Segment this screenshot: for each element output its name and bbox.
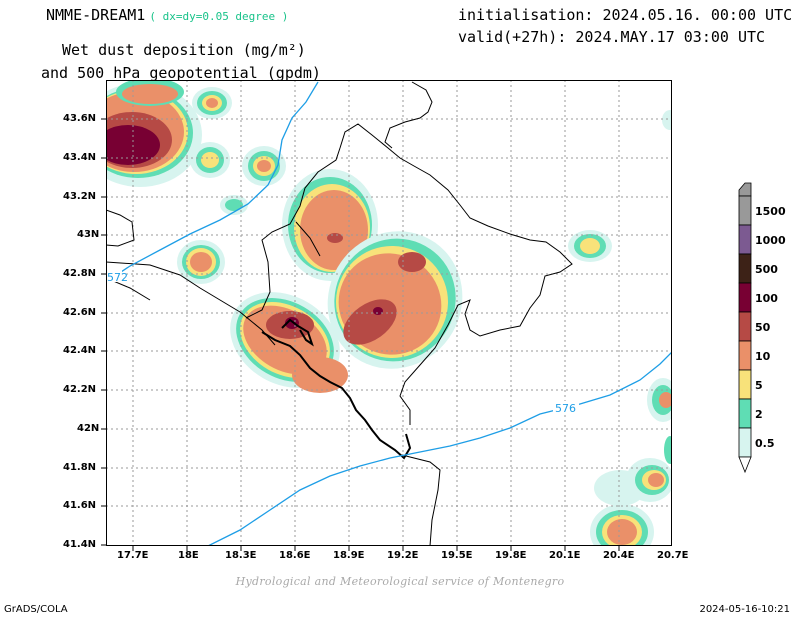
lon-label: 19.2E — [387, 550, 419, 561]
lat-label: 42.2N — [63, 384, 97, 395]
legend-arrow-bottom — [738, 456, 752, 474]
dust-blob-nw — [106, 80, 202, 187]
field-title-line1: Wet dust deposition (mg/m²) — [62, 41, 306, 59]
lon-label: 18.3E — [225, 550, 257, 561]
lat-label: 43.2N — [63, 191, 97, 202]
legend-label: 0.5 — [755, 437, 775, 450]
lat-label: 41.8N — [63, 462, 97, 473]
legend-box-5 — [738, 369, 752, 400]
legend-colorbar — [738, 182, 752, 474]
lat-label: 43.6N — [63, 113, 97, 124]
graticule — [106, 80, 672, 546]
lon-label: 18.9E — [333, 550, 365, 561]
contour-label-576: 576 — [555, 402, 576, 415]
render-timestamp: 2024-05-16-10:21 — [699, 604, 790, 615]
legend-box-1500 — [738, 195, 752, 226]
contour-label-576-bg — [553, 401, 579, 413]
model-title: NMME-DREAM1( dx=dy=0.05 degree ) — [46, 6, 288, 24]
country-borders — [106, 81, 573, 546]
lon-label: 20.7E — [657, 550, 689, 561]
lat-label: 41.6N — [63, 500, 97, 511]
lon-label: 19.8E — [495, 550, 527, 561]
model-name: NMME-DREAM1 — [46, 6, 146, 24]
legend-box-10 — [738, 340, 752, 371]
legend-box-100 — [738, 282, 752, 313]
legend-box-2 — [738, 398, 752, 429]
lon-label: 19.5E — [441, 550, 473, 561]
legend-label: 1000 — [755, 234, 786, 247]
dust-spots-southeast — [590, 378, 672, 546]
legend-box-500 — [738, 253, 752, 284]
valid-time: valid(+27h): 2024.MAY.17 03:00 UTC — [458, 28, 766, 46]
legend-label: 10 — [755, 350, 771, 363]
legend-box-50 — [738, 311, 752, 342]
lon-label: 20.1E — [549, 550, 581, 561]
lat-label: 43.4N — [63, 152, 97, 163]
software-label: GrADS/COLA — [4, 604, 68, 615]
legend-label: 5 — [755, 379, 763, 392]
dust-spots-north — [177, 87, 672, 284]
lon-label: 18E — [178, 550, 199, 561]
legend-label: 500 — [755, 263, 778, 276]
lon-label: 18.6E — [279, 550, 311, 561]
field-title-line2: and 500 hPa geopotential (gpdm) — [41, 64, 321, 82]
lon-label: 20.4E — [603, 550, 635, 561]
legend-label: 1500 — [755, 205, 786, 218]
geopotential-contours — [106, 81, 672, 546]
credit-text: Hydrological and Meteorological service … — [235, 575, 565, 588]
legend-label: 2 — [755, 408, 763, 421]
dust-field — [106, 80, 672, 546]
coastline — [261, 318, 412, 460]
legend-box-1000 — [738, 224, 752, 255]
contour-label-572: 572 — [107, 271, 128, 284]
lat-label: 42.8N — [63, 268, 97, 279]
legend-box-0.5 — [738, 427, 752, 458]
legend-label: 50 — [755, 321, 771, 334]
legend-arrow-top — [738, 182, 752, 197]
lon-label: 17.7E — [117, 550, 149, 561]
axis-ticks — [101, 118, 620, 551]
dust-plume-central — [230, 169, 463, 393]
initialisation-time: initialisation: 2024.05.16. 00:00 UTC — [458, 6, 793, 24]
grid-resolution: ( dx=dy=0.05 degree ) — [149, 10, 289, 23]
lat-label: 42.6N — [63, 307, 97, 318]
lat-label: 42N — [77, 423, 100, 434]
lat-label: 43N — [77, 229, 100, 240]
legend-label: 100 — [755, 292, 778, 305]
lat-label: 42.4N — [63, 345, 97, 356]
lat-label: 41.4N — [63, 539, 97, 550]
contour-label-572-bg — [106, 270, 122, 282]
